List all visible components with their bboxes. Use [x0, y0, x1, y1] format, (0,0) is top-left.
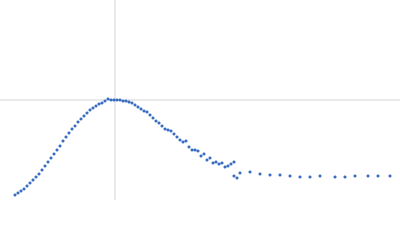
point: [157, 121, 161, 125]
point: [31, 178, 35, 182]
point: [268, 173, 272, 177]
point: [43, 164, 47, 168]
page: {"chart_data": {"type": "scatter", "colo…: [0, 0, 400, 200]
point: [229, 162, 233, 166]
point: [148, 113, 152, 117]
point: [19, 189, 23, 193]
point: [238, 171, 242, 175]
point: [16, 191, 20, 195]
point: [106, 97, 110, 101]
point: [64, 135, 68, 139]
point: [115, 98, 119, 102]
point: [61, 139, 65, 143]
point: [136, 105, 140, 109]
point: [121, 99, 125, 103]
point: [178, 138, 182, 142]
point: [49, 156, 53, 160]
point: [199, 154, 203, 158]
point: [343, 175, 347, 179]
point: [25, 184, 29, 188]
point: [70, 127, 74, 131]
point: [154, 119, 158, 123]
point: [190, 148, 194, 152]
point: [232, 174, 236, 178]
point: [37, 172, 41, 176]
point: [223, 165, 227, 169]
point: [100, 101, 104, 105]
point: [109, 98, 113, 102]
point: [217, 162, 221, 166]
point: [76, 120, 80, 124]
point: [79, 117, 83, 121]
point: [202, 152, 206, 156]
point: [103, 99, 107, 103]
point: [214, 160, 218, 164]
point: [13, 193, 17, 197]
point: [208, 156, 212, 160]
point: [193, 148, 197, 152]
point: [145, 110, 149, 114]
point: [73, 124, 77, 128]
point: [52, 152, 56, 156]
point: [205, 158, 209, 162]
point: [278, 173, 282, 177]
point: [133, 103, 137, 107]
point: [248, 170, 252, 174]
point: [94, 104, 98, 108]
point: [226, 164, 230, 168]
point: [28, 181, 32, 185]
point: [118, 98, 122, 102]
point: [376, 174, 380, 178]
point: [196, 149, 200, 153]
point: [85, 111, 89, 115]
point: [187, 145, 191, 149]
point: [97, 102, 101, 106]
point: [124, 99, 128, 103]
point: [127, 100, 131, 104]
point: [82, 114, 86, 118]
point: [112, 98, 116, 102]
point: [175, 135, 179, 139]
point: [366, 174, 370, 178]
point: [142, 109, 146, 113]
point: [235, 176, 239, 180]
point: [169, 129, 173, 133]
point: [58, 144, 62, 148]
point: [220, 161, 224, 165]
point: [139, 107, 143, 111]
point: [40, 168, 44, 172]
point: [151, 116, 155, 120]
chart: [0, 0, 400, 200]
point: [34, 175, 38, 179]
point: [333, 175, 337, 179]
point: [318, 174, 322, 178]
point: [67, 131, 71, 135]
point: [163, 127, 167, 131]
point: [181, 140, 185, 144]
point: [46, 160, 50, 164]
point: [88, 108, 92, 112]
point: [130, 101, 134, 105]
point: [388, 174, 392, 178]
point: [232, 160, 236, 164]
point: [22, 187, 26, 191]
point: [166, 128, 170, 132]
point: [308, 175, 312, 179]
point: [172, 132, 176, 136]
point: [184, 139, 188, 143]
point: [298, 175, 302, 179]
point: [55, 148, 59, 152]
point: [258, 172, 262, 176]
point: [353, 174, 357, 178]
point: [91, 106, 95, 110]
point: [160, 124, 164, 128]
point: [288, 174, 292, 178]
point: [211, 161, 215, 165]
